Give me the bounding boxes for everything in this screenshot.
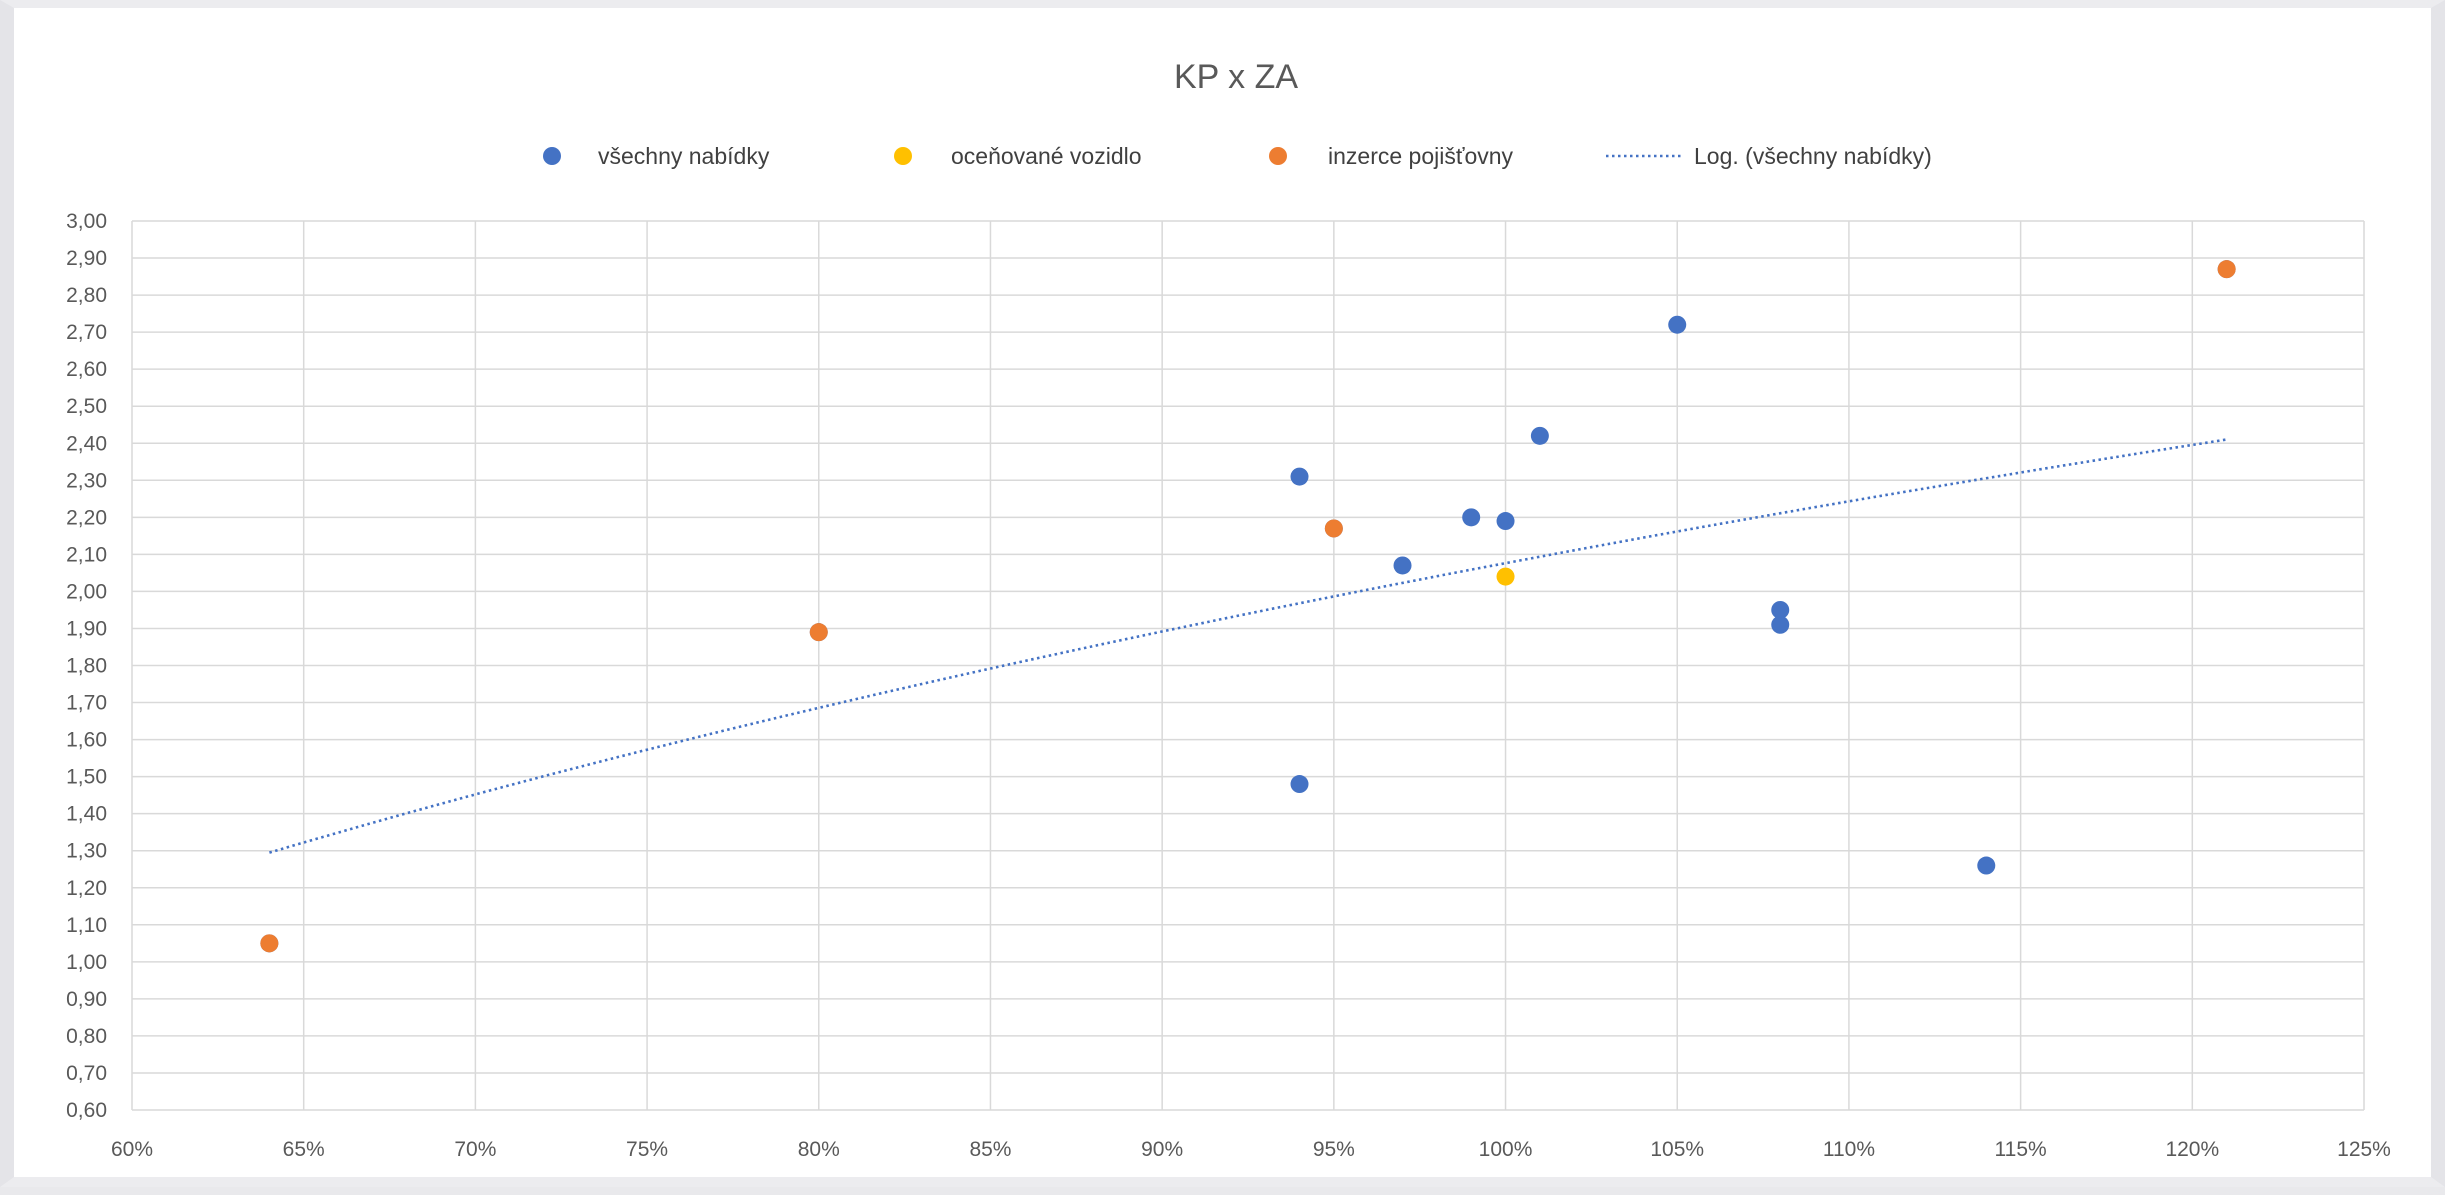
x-tick-label: 100% — [1479, 1138, 1533, 1161]
legend-label: inzerce pojišťovny — [1328, 143, 1514, 169]
data-point — [1977, 856, 1996, 875]
x-tick-label: 65% — [283, 1138, 325, 1161]
x-tick-label: 125% — [2337, 1138, 2391, 1161]
legend-marker — [894, 147, 912, 165]
data-point — [1668, 315, 1687, 334]
y-tick-label: 1,40 — [66, 803, 107, 826]
y-tick-label: 1,50 — [66, 766, 107, 789]
trendline-log — [269, 438, 2227, 854]
legend: všechny nabídky oceňované vozidlo inzerce … — [543, 143, 1932, 169]
legend-label: oceňované vozidlo — [951, 143, 1142, 169]
y-tick-label: 2,20 — [66, 506, 107, 529]
gridlines — [131, 220, 2365, 1111]
chart-title: KP x ZA — [1174, 58, 1298, 96]
y-tick-label: 2,50 — [66, 395, 107, 418]
y-tick-label: 0,70 — [66, 1062, 107, 1085]
y-tick-label: 0,90 — [66, 988, 107, 1011]
y-tick-label: 1,20 — [66, 877, 107, 900]
y-axis-ticks: 0,60 0,70 0,80 0,90 1,00 1,10 1,20 1,30 1,40 1,50… — [66, 210, 107, 1122]
x-tick-label: 60% — [111, 1138, 153, 1161]
chart-svg: KP x ZA všechny nabídky oceňované vozidlo… — [66, 58, 2391, 1161]
x-tick-label: 85% — [969, 1138, 1011, 1161]
data-point — [260, 934, 279, 953]
x-tick-label: 95% — [1313, 1138, 1355, 1161]
y-tick-label: 1,30 — [66, 840, 107, 863]
data-point — [1496, 567, 1515, 586]
x-tick-label: 105% — [1650, 1138, 1704, 1161]
y-tick-label: 1,60 — [66, 729, 107, 752]
x-axis-ticks: 60% 65% 70% 75% 80% 85% 90% 95% 100% 105% 110% 115%… — [111, 1138, 2391, 1161]
trendline-group — [269, 438, 2227, 854]
data-points — [260, 260, 2236, 953]
data-point — [2217, 260, 2236, 279]
y-tick-label: 2,30 — [66, 469, 107, 492]
y-tick-label: 2,70 — [66, 321, 107, 344]
legend-marker — [543, 147, 561, 165]
y-tick-label: 1,70 — [66, 692, 107, 715]
y-tick-label: 1,90 — [66, 617, 107, 640]
y-tick-label: 2,40 — [66, 432, 107, 455]
y-tick-label: 2,60 — [66, 358, 107, 381]
x-tick-label: 90% — [1141, 1138, 1183, 1161]
x-tick-label: 80% — [798, 1138, 840, 1161]
y-tick-label: 2,10 — [66, 543, 107, 566]
data-point — [1530, 426, 1549, 445]
x-tick-label: 75% — [626, 1138, 668, 1161]
y-tick-label: 2,00 — [66, 580, 107, 603]
data-point — [1496, 512, 1515, 531]
x-tick-label: 120% — [2165, 1138, 2219, 1161]
y-tick-label: 2,90 — [66, 247, 107, 270]
y-tick-label: 1,80 — [66, 655, 107, 678]
data-point — [1290, 467, 1309, 486]
y-tick-label: 0,80 — [66, 1025, 107, 1048]
data-point — [809, 623, 828, 642]
data-point — [1393, 556, 1412, 575]
legend-label: všechny nabídky — [598, 143, 770, 169]
data-point — [1771, 600, 1790, 619]
legend-label: Log. (všechny nabídky) — [1694, 143, 1932, 169]
legend-marker — [1269, 147, 1287, 165]
y-tick-label: 0,60 — [66, 1099, 107, 1122]
data-point — [1324, 519, 1343, 538]
x-tick-label: 70% — [454, 1138, 496, 1161]
data-point — [1462, 508, 1481, 527]
x-tick-label: 110% — [1823, 1138, 1875, 1161]
y-tick-label: 1,00 — [66, 951, 107, 974]
y-tick-label: 2,80 — [66, 284, 107, 307]
y-tick-label: 1,10 — [66, 914, 107, 937]
y-tick-label: 3,00 — [66, 210, 107, 233]
x-tick-label: 115% — [1995, 1138, 2047, 1161]
data-point — [1290, 775, 1309, 794]
data-point — [1771, 615, 1790, 634]
